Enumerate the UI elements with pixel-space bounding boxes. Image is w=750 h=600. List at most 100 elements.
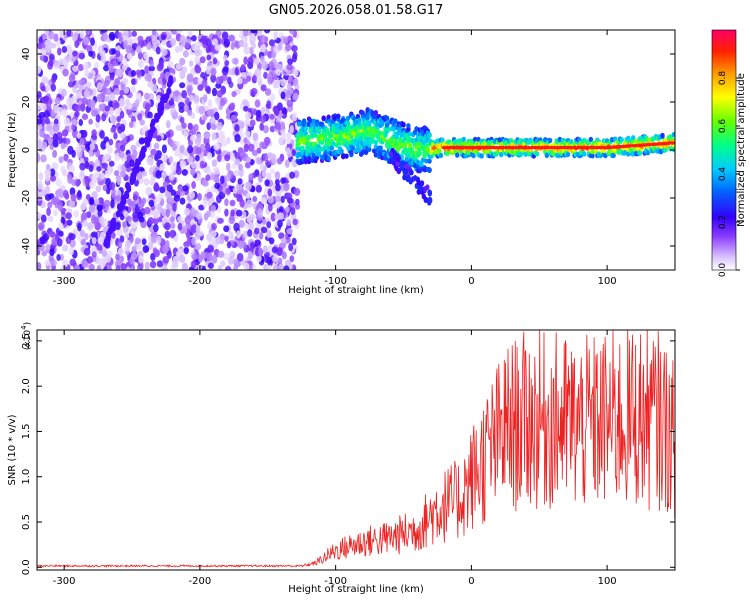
spectrogram-cell [80, 229, 85, 238]
spectrogram-cell [166, 250, 172, 259]
spectrogram-cell [261, 170, 267, 178]
spectrogram-cell [235, 182, 243, 191]
spectrogram-cell [250, 30, 257, 34]
spectrogram-cell [120, 199, 126, 207]
x-tick-label: -300 [53, 576, 76, 587]
spectrogram-cell [67, 176, 73, 184]
spectrogram-cell [166, 87, 172, 95]
spectrogram-cell [373, 139, 379, 145]
spectrogram-cell [117, 68, 124, 78]
spectrogram-cell [212, 57, 218, 65]
spectrogram-cell [72, 85, 78, 94]
spectrogram-cell [211, 87, 218, 97]
spectrogram-cell [224, 59, 230, 67]
spectrogram-cell [59, 253, 65, 261]
spectrogram-cell [155, 195, 162, 203]
spectrogram-cell [619, 137, 624, 143]
spectrogram-cell [182, 185, 189, 192]
spectrogram-cell [184, 216, 192, 225]
spectrogram-cell [109, 73, 115, 81]
spectrogram-cell [82, 219, 88, 227]
spectrogram-cell [266, 172, 272, 181]
spectrogram-cell [119, 110, 125, 119]
spectrogram-cell [236, 252, 244, 262]
spectrogram-cell [286, 219, 292, 227]
spectrogram-cell [102, 184, 108, 192]
spectrogram-cell [100, 54, 107, 64]
spectrogram-cell [254, 68, 262, 78]
spectrogram-cell [277, 42, 283, 51]
spectrogram-cell [301, 118, 307, 124]
spectrogram-cell [139, 119, 146, 126]
spectrogram-cell [243, 230, 249, 239]
spectrogram-cell [45, 102, 52, 111]
spectrogram-cell [220, 98, 226, 107]
spectrogram-cell [249, 119, 256, 127]
spectrogram-cell [204, 142, 211, 152]
spectrogram-cell [247, 229, 253, 237]
spectrogram-cell [112, 60, 119, 67]
spectrogram-cell [161, 144, 168, 154]
spectrogram-cell [211, 159, 218, 167]
spectrogram-cell [57, 47, 62, 56]
snr-plot-area [37, 330, 675, 570]
spectrogram-cell [284, 159, 290, 168]
spectrogram-cell [170, 164, 177, 172]
spectrogram-cell [223, 38, 231, 48]
spectrogram-cell [78, 52, 85, 60]
y-tick-label: 1.5 [21, 423, 32, 439]
spectrogram-cell [341, 154, 346, 160]
spectrogram-cell [164, 230, 171, 239]
spectrogram-cell [50, 110, 55, 118]
x-tick-label: 100 [598, 276, 617, 287]
spectrogram-cell [344, 153, 349, 159]
spectrogram-cell [96, 204, 104, 211]
spectrogram-cell [270, 212, 276, 222]
spectrogram-cell [49, 248, 55, 257]
spectrogram-cell [153, 182, 159, 191]
spectrogram-cell [191, 43, 198, 52]
spectrogram-cell [267, 188, 273, 197]
spectrogram-cell [155, 94, 162, 102]
spectrogram-cell [258, 232, 264, 240]
spectrogram-cell [49, 168, 56, 177]
spectrogram-cell [229, 199, 236, 207]
spectrogram-cell [175, 30, 183, 34]
spectrogram-cell [67, 81, 75, 88]
spectrogram-cell [119, 144, 126, 152]
spectrogram-cell [582, 151, 587, 157]
spectrogram-cell [303, 126, 308, 132]
spectrogram-cell [207, 99, 213, 109]
spectrogram-cell [427, 196, 433, 203]
spectrogram-cell [108, 63, 114, 73]
spectrogram-cell [137, 113, 143, 121]
spectrogram-cell [53, 60, 60, 69]
spectrogram-cell [79, 162, 86, 171]
spectrogram-cell [221, 31, 229, 41]
spectrogram-cell [254, 227, 260, 235]
spectrogram-cell [412, 174, 418, 181]
spectrogram-cell [49, 175, 57, 182]
spectrogram-cell [178, 185, 184, 193]
spectrogram-cell [207, 169, 212, 176]
spectrogram-cell [357, 117, 362, 123]
spectrogram-cell [260, 34, 266, 44]
spectrogram-cell [108, 99, 114, 109]
spectrogram-cell [192, 94, 200, 103]
spectrogram-cell [58, 30, 65, 38]
spectrogram-cell [266, 257, 273, 266]
spectrogram-cell [147, 217, 154, 225]
spectrogram-cell [79, 138, 85, 146]
spectrogram-cell [471, 153, 476, 159]
spectrogram-cell [419, 180, 425, 187]
spectrogram-cell [421, 193, 427, 200]
spectrogram-cell [66, 30, 72, 37]
spectrogram-cell [233, 264, 239, 270]
spectrogram-cell [261, 218, 267, 225]
spectrogram-cell [292, 68, 299, 77]
spectrogram-cell [660, 132, 665, 138]
spectrogram-cell [269, 125, 276, 133]
spectrogram-cell [82, 198, 89, 206]
spectrogram-cell [130, 85, 136, 94]
spectrogram-cell [97, 236, 105, 245]
